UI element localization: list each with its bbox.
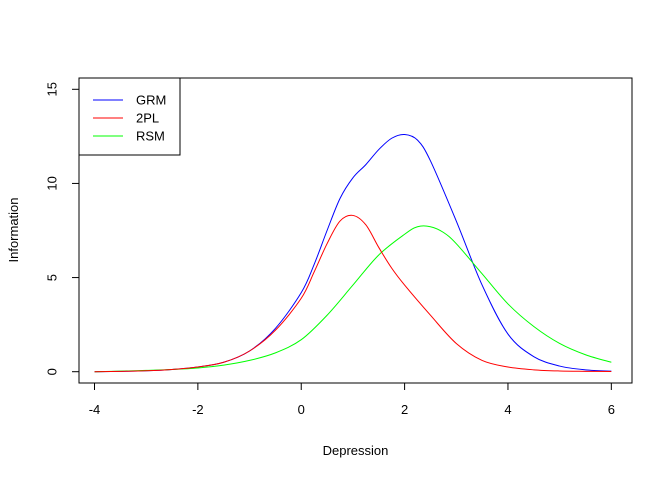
legend-label-grm: GRM [136, 93, 166, 108]
legend: GRM 2PL RSM [78, 77, 181, 156]
y-axis: 0 5 10 15 [45, 82, 80, 375]
y-tick-label: 10 [45, 176, 60, 190]
legend-box [78, 77, 181, 156]
legend-label-2pl: 2PL [136, 111, 159, 126]
legend-label-rsm: RSM [136, 129, 165, 144]
series-line-2pl [94, 214, 612, 373]
x-axis: -4 -2 0 2 4 6 [89, 382, 615, 417]
y-tick-label: 0 [45, 368, 60, 375]
y-tick-label: 15 [45, 82, 60, 96]
x-tick-label: -4 [89, 402, 101, 417]
series-layer [94, 133, 612, 373]
x-tick-label: 2 [401, 402, 408, 417]
x-tick-label: 4 [504, 402, 511, 417]
x-tick-label: 0 [298, 402, 305, 417]
x-tick-label: 6 [608, 402, 615, 417]
x-tick-label: -2 [192, 402, 204, 417]
series-line-rsm [94, 225, 612, 373]
y-tick-label: 5 [45, 274, 60, 281]
series-line-grm [94, 133, 612, 373]
y-axis-label: Information [6, 197, 21, 262]
x-axis-label: Depression [323, 443, 389, 458]
